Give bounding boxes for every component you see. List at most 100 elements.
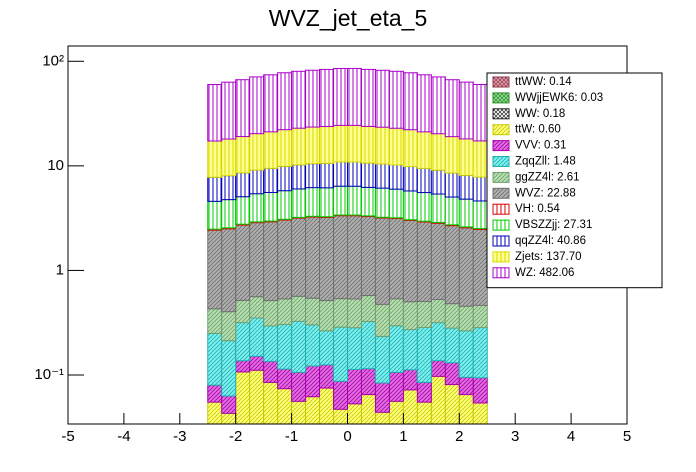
hist-bar: [263, 325, 279, 362]
hist-bar: [416, 326, 432, 383]
legend-label: VH: 0.54: [515, 203, 560, 215]
hist-bar: [277, 129, 293, 167]
hist-bar: [221, 175, 237, 201]
hist-bar: [444, 196, 460, 226]
hist-bar: [207, 384, 223, 403]
y-tick-label: 10: [47, 157, 64, 174]
hist-bar: [221, 412, 237, 425]
hist-bar: [458, 305, 474, 332]
hist-bar: [235, 299, 251, 324]
hist-bar: [347, 67, 362, 126]
hist-bar: [319, 68, 335, 128]
hist-bar: [305, 187, 321, 217]
hist-bar: [360, 216, 376, 297]
hist-bar: [388, 70, 404, 129]
legend-swatch: [492, 187, 510, 199]
hist-bar: [416, 300, 432, 328]
hist-bar: [263, 131, 279, 169]
hist-bar: [333, 326, 348, 382]
hist-bar: [347, 298, 362, 329]
hist-bar: [249, 355, 265, 371]
hist-bar: [305, 216, 321, 299]
hist-bar: [207, 229, 223, 310]
hist-bar: [333, 124, 348, 163]
hist-bar: [458, 198, 474, 228]
hist-bar: [235, 322, 251, 362]
hist-bar: [263, 381, 279, 425]
hist-bar: [277, 324, 293, 370]
hist-bar: [388, 188, 404, 219]
hist-bar: [472, 327, 488, 379]
legend-label: VVV: 0.31: [515, 140, 566, 152]
hist-bar: [319, 216, 335, 302]
hist-bar: [319, 387, 335, 425]
hist-bar: [430, 322, 446, 362]
hist-bar: [221, 138, 237, 177]
hist-bar: [277, 219, 293, 300]
hist-bar: [305, 297, 321, 326]
hist-bar: [430, 193, 446, 223]
hist-bar: [360, 368, 376, 396]
hist-bar: [430, 299, 446, 324]
hist-bar: [430, 133, 446, 171]
hist-bar: [444, 225, 460, 305]
hist-bar: [291, 70, 307, 129]
y-tick-label: 1: [56, 261, 64, 278]
hist-bar: [360, 162, 376, 188]
hist-bar: [347, 124, 362, 163]
hist-bar: [374, 303, 390, 337]
hist-bar: [347, 185, 362, 216]
hist-bar: [388, 218, 404, 300]
hist-bar: [388, 325, 404, 373]
hist-bar: [221, 199, 237, 229]
hist-bar: [319, 300, 335, 332]
hist-bar: [333, 408, 348, 425]
x-tick-label: 0: [343, 428, 351, 445]
hist-bar: [277, 388, 293, 425]
hist-bar: [444, 384, 460, 425]
hist-bar: [319, 126, 335, 164]
x-tick-label: -2: [229, 428, 242, 445]
hist-bar: [430, 76, 446, 135]
hist-bar: [235, 224, 251, 301]
hist-bar: [235, 172, 251, 198]
hist-bar: [360, 125, 376, 164]
legend-swatch: [492, 203, 510, 215]
hist-bar: [374, 69, 390, 128]
hist-bar: [430, 222, 446, 301]
chart-title: WVZ_jet_eta_5: [269, 5, 428, 31]
hist-bar: [472, 176, 488, 202]
hist-bar: [416, 131, 432, 169]
hist-bar: [235, 79, 251, 138]
hist-bar: [374, 382, 390, 413]
hist-bar: [416, 167, 432, 194]
hist-bar: [249, 169, 265, 195]
hist-bar: [472, 377, 488, 404]
hist-bar: [402, 72, 418, 131]
y-tick-label: 10²: [42, 52, 64, 69]
hist-bar: [221, 311, 237, 342]
hist-bar: [347, 161, 362, 187]
hist-bar: [402, 220, 418, 303]
hist-bar: [235, 360, 251, 373]
hist-bar: [360, 394, 376, 425]
hist-bar: [388, 371, 404, 402]
hist-bar: [360, 186, 376, 217]
hist-bar: [291, 295, 307, 322]
hist-bar: [472, 228, 488, 306]
hist-bar: [430, 360, 446, 377]
x-tick-label: 5: [623, 428, 631, 445]
hist-bar: [207, 308, 223, 334]
hist-bar: [249, 296, 265, 319]
hist-bar: [402, 190, 418, 221]
hist-bar: [305, 396, 321, 425]
x-tick-label: 1: [399, 428, 407, 445]
legend-swatch: [492, 124, 510, 136]
x-tick-label: -5: [61, 428, 74, 445]
legend-swatch: [492, 156, 510, 167]
hist-bar: [333, 161, 348, 187]
hist-bar: [416, 74, 432, 133]
hist-bar: [207, 401, 223, 425]
